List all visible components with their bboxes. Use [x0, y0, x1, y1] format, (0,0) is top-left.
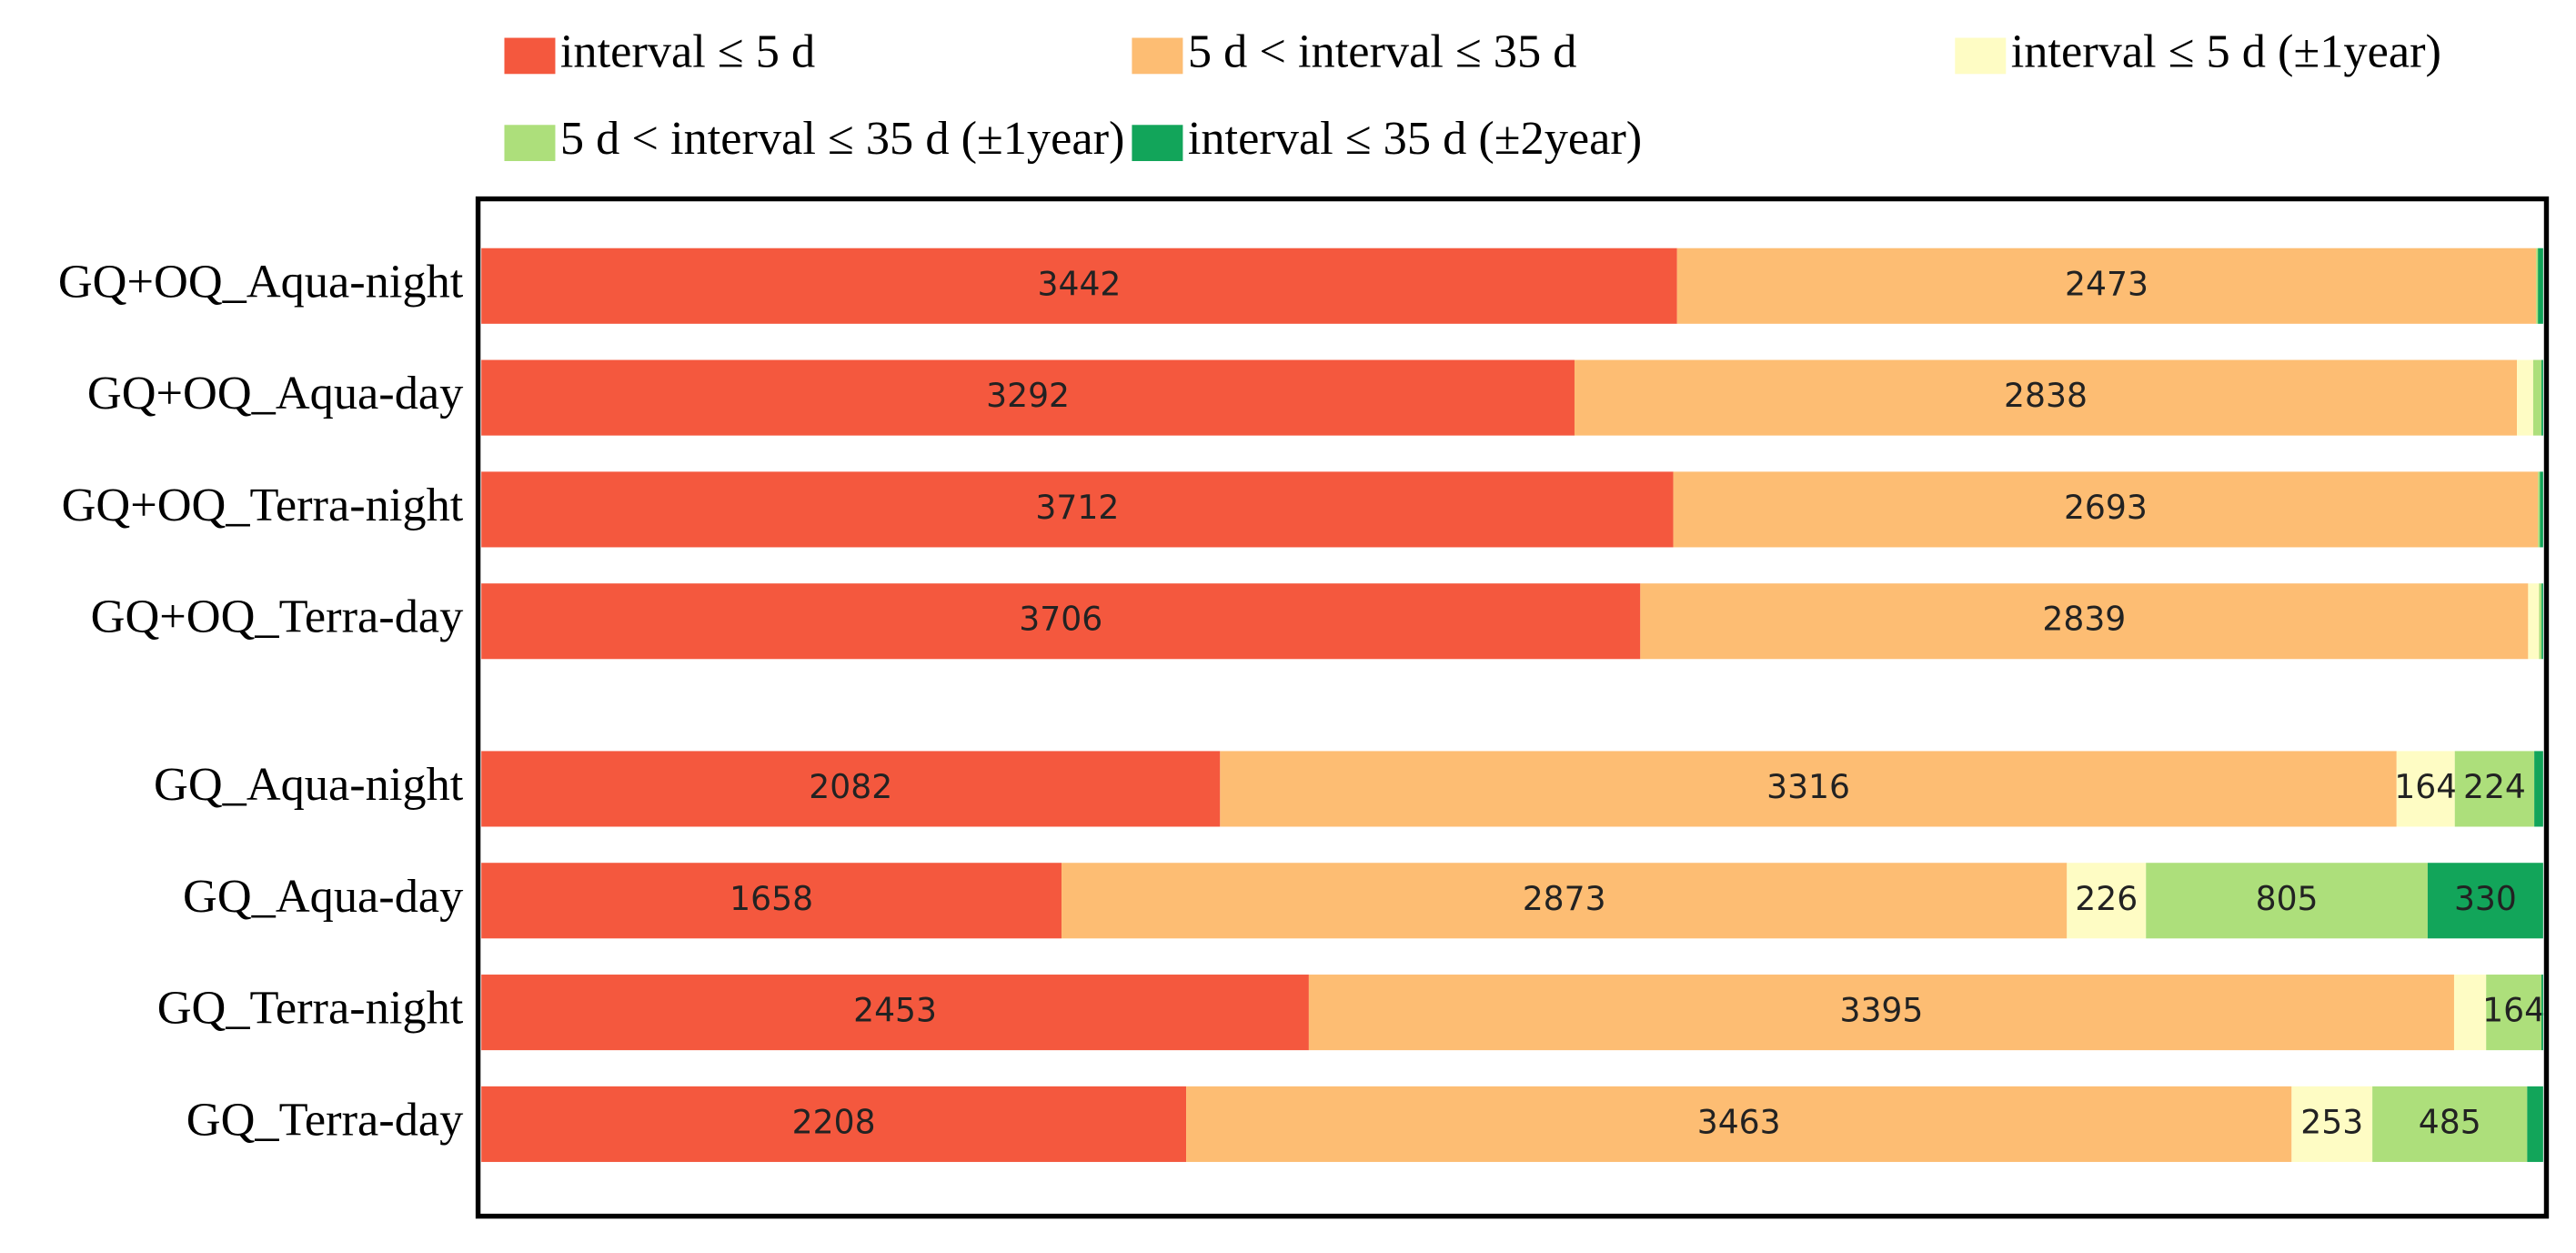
legend-label: interval ≤ 5 d (±1year)	[2011, 25, 2441, 77]
y-tick-label: GQ+OQ_Aqua-day	[87, 367, 463, 419]
bar-segment	[2527, 1086, 2543, 1162]
bar-segment	[481, 359, 1575, 436]
value-label: 3292	[986, 376, 1070, 415]
value-label: 164	[2394, 767, 2457, 806]
legend-label: interval ≤ 5 d	[560, 25, 815, 77]
bar-segment	[2540, 471, 2543, 548]
bar-segment	[2538, 248, 2543, 324]
bar-segment	[2534, 751, 2543, 827]
value-label: 3395	[1839, 991, 1923, 1030]
value-label: 226	[2075, 879, 2138, 918]
value-label: 2839	[2042, 600, 2126, 639]
value-label: 253	[2300, 1102, 2363, 1141]
bar-segment	[481, 863, 1062, 939]
y-tick-label: GQ_Aqua-night	[154, 758, 464, 811]
bar-segment	[481, 471, 1674, 548]
value-label: 2838	[2004, 376, 2088, 415]
value-label: 3463	[1697, 1102, 1781, 1141]
bar-segment	[1673, 471, 2539, 548]
plot-frame	[475, 196, 2550, 1219]
bar-segment	[481, 751, 1221, 827]
bar-segment	[2486, 975, 2542, 1051]
y-tick-label: GQ+OQ_Aqua-night	[58, 255, 464, 308]
bar-segment	[2541, 359, 2543, 436]
bar-segment	[1640, 583, 2529, 660]
bar-segment	[481, 583, 1641, 660]
bar-segment	[2528, 583, 2540, 660]
bar-segment	[2532, 359, 2542, 436]
bar-segment	[481, 248, 1677, 324]
value-label: 2082	[809, 767, 892, 806]
value-label: 3712	[1035, 488, 1119, 527]
legend-swatch	[504, 125, 556, 162]
bar-segment	[1220, 751, 2397, 827]
bar-segment	[2453, 975, 2487, 1051]
legend-swatch	[504, 37, 556, 75]
legend-label: interval ≤ 35 d (±2year)	[1188, 112, 1642, 165]
bar-segment	[2372, 1086, 2528, 1162]
bar-segment	[2539, 583, 2542, 660]
legend-swatch	[1955, 37, 2007, 75]
bar-segment	[481, 975, 1309, 1051]
value-label: 2453	[853, 991, 937, 1030]
value-label: 485	[2419, 1102, 2481, 1141]
value-label: 805	[2256, 879, 2319, 918]
value-label: 1658	[730, 879, 813, 918]
legend-swatch	[1132, 37, 1183, 75]
bar-segment	[2067, 863, 2147, 939]
legend-swatch	[1132, 125, 1183, 162]
bar-segment	[2541, 583, 2543, 660]
bar-segment	[2538, 471, 2541, 548]
bar-segment	[2427, 863, 2543, 939]
bar-segment	[2536, 248, 2539, 324]
bar-segment	[2396, 751, 2455, 827]
y-tick-label: GQ_Terra-night	[157, 982, 464, 1035]
bar-segment	[1308, 975, 2454, 1051]
value-label: 2473	[2065, 264, 2148, 303]
y-tick-label: GQ_Terra-day	[186, 1093, 464, 1146]
bar-segment	[2517, 359, 2533, 436]
y-tick-label: GQ+OQ_Terra-day	[91, 591, 464, 643]
value-label: 3316	[1766, 767, 1850, 806]
value-label: 3706	[1019, 600, 1102, 639]
value-label: 2873	[1523, 879, 1606, 918]
value-label: 2693	[2064, 488, 2148, 527]
y-tick-label: GQ_Aqua-day	[183, 870, 463, 923]
bar-segment	[1676, 248, 2537, 324]
legend-label: 5 d < interval ≤ 35 d (±1year)	[560, 112, 1125, 165]
bar-segment	[1186, 1086, 2292, 1162]
legend-label: 5 d < interval ≤ 35 d	[1188, 25, 1577, 77]
bar-segment	[481, 1086, 1187, 1162]
bar-segment	[1062, 863, 2068, 939]
bar-segment	[2541, 975, 2543, 1051]
bar-segment	[1574, 359, 2518, 436]
value-label: 330	[2454, 879, 2517, 918]
value-label: 2208	[792, 1102, 876, 1141]
value-label: 3442	[1038, 264, 1122, 303]
bar-segment	[2454, 751, 2535, 827]
bar-segment	[2291, 1086, 2373, 1162]
value-label: 224	[2463, 767, 2526, 806]
y-tick-label: GQ+OQ_Terra-night	[62, 479, 464, 531]
value-label: 164	[2482, 991, 2545, 1030]
bar-segment	[2146, 863, 2428, 939]
